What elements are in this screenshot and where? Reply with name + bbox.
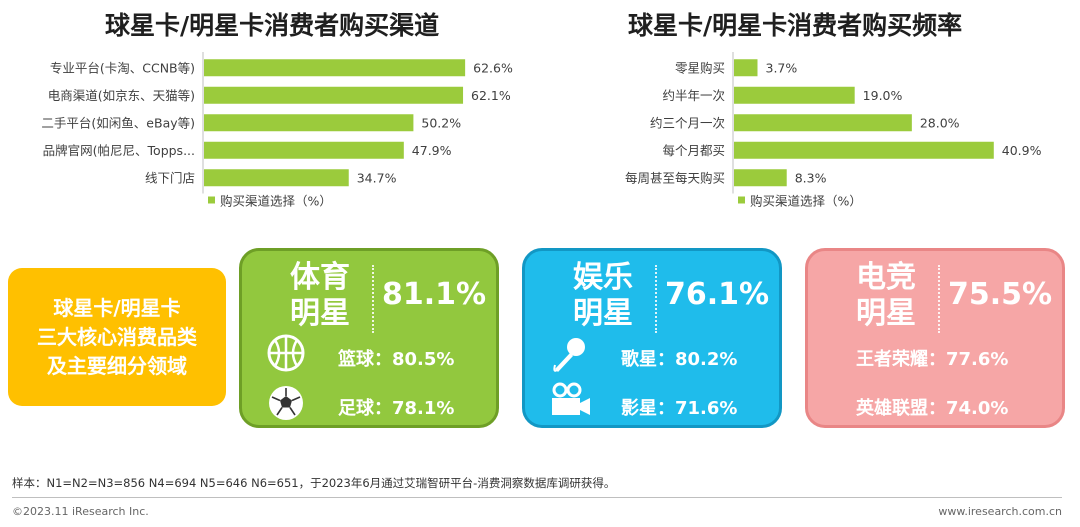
category-label: 约三个月一次 bbox=[650, 115, 725, 130]
esports-title-line-1: 电竞 bbox=[856, 260, 916, 295]
actor-stat: 影星：71.6% bbox=[621, 398, 738, 419]
category-label: 零星购买 bbox=[675, 60, 725, 75]
data-label: 19.0% bbox=[863, 88, 903, 103]
channel-chart-title: 球星卡/明星卡消费者购买渠道 bbox=[105, 11, 440, 40]
data-label: 62.1% bbox=[471, 88, 511, 103]
core-categories-line-1: 球星卡/明星卡 bbox=[53, 295, 181, 320]
core-categories-line-3: 及主要细分领域 bbox=[47, 353, 187, 378]
entertainment-title-line-2: 明星 bbox=[573, 296, 633, 331]
legend-swatch bbox=[208, 196, 215, 204]
microphone-icon bbox=[549, 335, 589, 379]
sports-title-line-1: 体育 bbox=[290, 260, 350, 295]
data-label: 8.3% bbox=[795, 170, 827, 185]
category-label: 二手平台(如闲鱼、eBay等) bbox=[41, 115, 195, 130]
sports-title-line-2: 明星 bbox=[290, 296, 350, 331]
bar bbox=[734, 141, 994, 159]
category-label: 品牌官网(帕尼尼、Topps... bbox=[43, 143, 195, 158]
footer-divider bbox=[12, 497, 1062, 498]
bar bbox=[734, 114, 912, 132]
frequency-chart: 零星购买 3.7% 约半年一次 19.0% 约三个月一次 28.0% 每个月都买 40.9% 每… bbox=[625, 52, 1042, 209]
bar bbox=[734, 59, 758, 77]
data-label: 40.9% bbox=[1002, 143, 1042, 158]
league-of-legends-stat: 英雄联盟：74.0% bbox=[856, 398, 1009, 419]
sample-footnote: 样本：N1=N2=N3=856 N4=694 N5=646 N6=651，于20… bbox=[12, 476, 616, 490]
esports-title-line-2: 明星 bbox=[856, 296, 916, 331]
bar bbox=[204, 141, 404, 159]
soccer-ball-icon bbox=[266, 383, 306, 427]
category-label: 专业平台(卡淘、CCNB等) bbox=[50, 60, 195, 75]
entertainment-percent: 76.1% bbox=[665, 277, 770, 312]
frequency-chart-title: 球星卡/明星卡消费者购买频率 bbox=[628, 11, 963, 40]
entertainment-title-line-1: 娱乐 bbox=[573, 260, 633, 295]
data-label: 34.7% bbox=[357, 170, 397, 185]
sports-divider bbox=[372, 265, 374, 333]
singer-stat: 歌星：80.2% bbox=[621, 349, 738, 370]
website-link[interactable]: www.iresearch.com.cn bbox=[938, 505, 1062, 518]
esports-star-card: 电竞 明星 75.5% 王者荣耀：77.6% 英雄联盟：74.0% bbox=[805, 248, 1065, 428]
channel-chart: 专业平台(卡淘、CCNB等) 62.6% 电商渠道(如京东、天猫等) 62.1% 二手平… bbox=[41, 52, 513, 209]
movie-camera-icon bbox=[549, 381, 593, 425]
bar bbox=[734, 169, 787, 187]
bar bbox=[204, 59, 466, 77]
bar bbox=[734, 86, 855, 104]
category-label: 每周甚至每天购买 bbox=[625, 170, 725, 185]
category-label: 每个月都买 bbox=[662, 143, 725, 158]
legend-label: 购买渠道选择（%） bbox=[220, 194, 332, 209]
data-label: 47.9% bbox=[412, 143, 452, 158]
esports-percent: 75.5% bbox=[948, 277, 1053, 312]
entertainment-star-card: 娱乐 明星 76.1% 歌星：80.2% 影星：71.6% bbox=[522, 248, 782, 428]
bar bbox=[204, 169, 349, 187]
core-categories-box: 球星卡/明星卡 三大核心消费品类 及主要细分领域 bbox=[8, 268, 226, 406]
basketball-icon bbox=[266, 333, 306, 377]
data-label: 62.6% bbox=[473, 60, 513, 75]
legend-swatch bbox=[738, 196, 745, 204]
category-label: 线下门店 bbox=[145, 170, 195, 185]
category-label: 电商渠道(如京东、天猫等) bbox=[48, 88, 195, 103]
core-categories-line-2: 三大核心消费品类 bbox=[37, 324, 197, 349]
sports-percent: 81.1% bbox=[382, 277, 487, 312]
copyright: ©2023.11 iResearch Inc. bbox=[12, 505, 149, 518]
honor-of-kings-stat: 王者荣耀：77.6% bbox=[856, 349, 1009, 370]
soccer-stat: 足球：78.1% bbox=[338, 398, 455, 419]
bar bbox=[204, 114, 414, 132]
category-label: 约半年一次 bbox=[662, 88, 725, 103]
basketball-stat: 篮球：80.5% bbox=[338, 349, 455, 370]
data-label: 50.2% bbox=[421, 115, 461, 130]
data-label: 28.0% bbox=[920, 115, 960, 130]
data-label: 3.7% bbox=[766, 60, 798, 75]
sports-star-card: 体育 明星 81.1% 篮球：80.5% 足球：78.1% bbox=[239, 248, 499, 428]
legend-label: 购买渠道选择（%） bbox=[750, 194, 862, 209]
bar bbox=[204, 86, 464, 104]
esports-divider bbox=[938, 265, 940, 333]
entertainment-divider bbox=[655, 265, 657, 333]
